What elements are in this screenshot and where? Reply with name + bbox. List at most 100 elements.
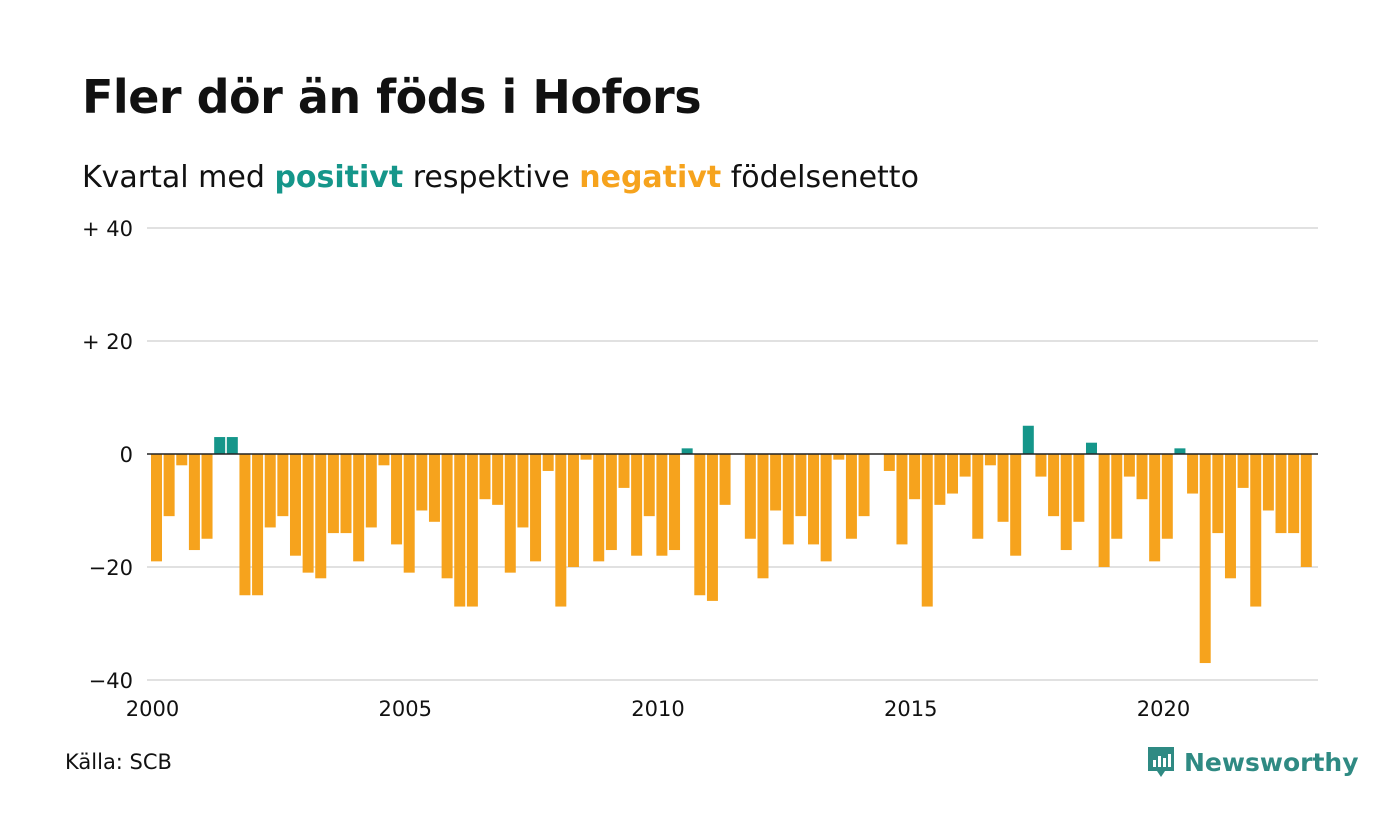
- bar: [1085, 442, 1097, 454]
- bar: [782, 454, 794, 545]
- bar: [555, 454, 567, 607]
- bar: [214, 437, 226, 454]
- bar: [744, 454, 756, 539]
- x-tick-label: 2000: [126, 697, 179, 721]
- bar: [530, 454, 542, 562]
- bar: [1288, 454, 1300, 534]
- bar: [327, 454, 339, 534]
- bar: [921, 454, 933, 607]
- bar: [580, 454, 592, 460]
- bar: [264, 454, 276, 528]
- bar: [441, 454, 453, 579]
- bar: [694, 454, 706, 596]
- bar: [403, 454, 415, 573]
- bar: [391, 454, 403, 545]
- bar: [454, 454, 466, 607]
- chart-title: Fler dör än föds i Hofors: [82, 70, 702, 124]
- bar: [959, 454, 971, 477]
- bar: [909, 454, 921, 500]
- bar: [757, 454, 769, 579]
- y-tick-label: + 20: [82, 330, 133, 354]
- brand-name: Newsworthy: [1184, 747, 1359, 777]
- bar: [947, 454, 958, 494]
- bar: [1060, 454, 1072, 551]
- y-tick-label: −20: [89, 556, 133, 580]
- bar: [972, 454, 984, 539]
- bar: [1123, 454, 1135, 477]
- bar: [1073, 454, 1085, 522]
- bar: [416, 454, 428, 511]
- y-tick-label: 0: [120, 443, 133, 467]
- bar: [504, 454, 516, 573]
- bar: [1300, 454, 1312, 567]
- subtitle-suffix: födelsenetto: [730, 160, 919, 195]
- bar: [492, 454, 504, 505]
- bar: [1224, 454, 1236, 579]
- bar: [643, 454, 655, 517]
- brand-logo: Newsworthy: [1146, 742, 1359, 782]
- bar: [845, 454, 857, 539]
- bar: [883, 454, 895, 471]
- bar: [896, 454, 908, 545]
- bar: [201, 454, 213, 539]
- bar: [340, 454, 352, 534]
- bar: [302, 454, 314, 573]
- subtitle-positive-word: positivt: [274, 160, 404, 195]
- bar: [365, 454, 377, 528]
- bar: [1048, 454, 1060, 517]
- bar: [1161, 454, 1173, 539]
- bar: [706, 454, 718, 601]
- bar: [151, 454, 162, 562]
- bar: [1111, 454, 1123, 539]
- bar: [1010, 454, 1022, 556]
- bar: [252, 454, 264, 596]
- bar: [428, 454, 440, 522]
- bar: [289, 454, 301, 556]
- bar: [1237, 454, 1249, 488]
- bar: [1149, 454, 1161, 562]
- bar: [1187, 454, 1199, 494]
- bar: [997, 454, 1009, 522]
- x-tick-label: 2010: [631, 697, 684, 721]
- bar: [820, 454, 832, 562]
- bar: [593, 454, 605, 562]
- bar: [226, 437, 238, 454]
- bar: [176, 454, 188, 466]
- bar: [239, 454, 251, 596]
- bar: [1212, 454, 1224, 534]
- bar: [1250, 454, 1262, 607]
- bar: [353, 454, 365, 562]
- bar: [1022, 425, 1034, 454]
- bar: [567, 454, 579, 567]
- bar: [656, 454, 668, 556]
- subtitle-prefix: Kvartal med: [82, 160, 265, 195]
- bar: [277, 454, 289, 517]
- bar: [542, 454, 554, 471]
- bar: [770, 454, 782, 511]
- bar: [1136, 454, 1148, 500]
- bar: [934, 454, 946, 505]
- bar: [605, 454, 617, 551]
- bar: [1199, 454, 1211, 664]
- bar: [479, 454, 491, 500]
- chart-subtitle: Kvartal med positivt respektive negativt…: [82, 160, 919, 195]
- bar: [795, 454, 807, 517]
- bar: [315, 454, 327, 579]
- bar: [631, 454, 643, 556]
- x-tick-label: 2015: [884, 697, 937, 721]
- newsworthy-logo-icon: [1148, 747, 1174, 777]
- bar: [833, 454, 845, 460]
- y-tick-label: −40: [89, 669, 133, 693]
- bar: [517, 454, 529, 528]
- x-tick-label: 2005: [379, 697, 432, 721]
- bar: [858, 454, 870, 517]
- bar: [1275, 454, 1287, 534]
- bar: [719, 454, 731, 505]
- axes: + 40 + 20 0 −20 −40 2000 2005 2010 2015 2020: [82, 217, 1318, 721]
- bar: [188, 454, 200, 551]
- bar: [808, 454, 820, 545]
- bar: [378, 454, 390, 466]
- x-tick-label: 2020: [1137, 697, 1190, 721]
- bar: [1098, 454, 1110, 567]
